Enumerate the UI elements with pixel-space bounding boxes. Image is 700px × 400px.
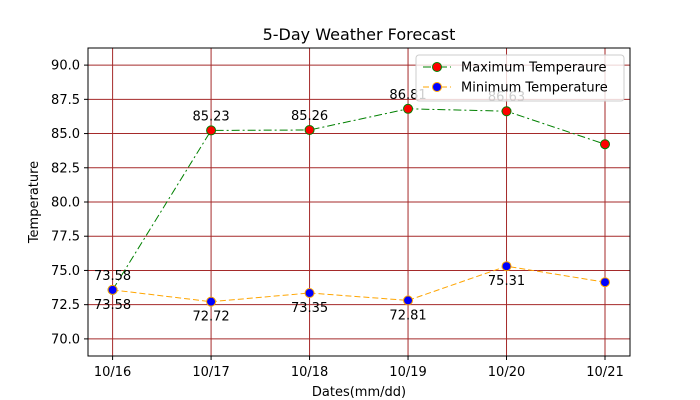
- x-tick-label: 10/17: [192, 365, 229, 380]
- data-label-min: 73.35: [291, 301, 328, 316]
- data-label-min: 75.31: [488, 274, 525, 289]
- data-label-extra: 73.58: [94, 269, 131, 284]
- x-tick-label: 10/21: [586, 365, 623, 380]
- x-axis-label: Dates(mm/dd): [312, 385, 406, 400]
- data-point-min: [304, 288, 315, 299]
- legend-label: Maximum Temperaure: [461, 61, 606, 76]
- legend-marker: [432, 62, 442, 72]
- data-point-min: [501, 261, 512, 272]
- y-tick-label: 87.5: [51, 93, 80, 108]
- data-label-min: 72.81: [389, 308, 426, 323]
- x-tick-label: 10/20: [488, 365, 525, 380]
- y-tick-label: 77.5: [51, 230, 80, 245]
- data-point-min: [107, 284, 118, 295]
- series-markers: [107, 103, 610, 307]
- x-axis-ticks: 10/16 10/17 10/18 10/19 10/20 10/21: [94, 356, 624, 380]
- data-point-max: [403, 103, 414, 114]
- series-lines: [112, 108, 606, 303]
- x-tick-label: 10/16: [94, 365, 131, 380]
- data-point-max: [600, 139, 610, 150]
- y-tick-label: 82.5: [51, 161, 80, 176]
- data-point-max: [304, 124, 315, 135]
- data-point-min: [403, 295, 414, 306]
- data-label-max: 85.23: [192, 109, 229, 124]
- legend-label: Minimum Temperature: [461, 81, 608, 96]
- y-tick-label: 75.0: [51, 264, 80, 279]
- x-tick-label: 10/19: [389, 365, 426, 380]
- x-tick-label: 10/18: [291, 365, 328, 380]
- grid-lines: [88, 48, 630, 356]
- series-line-min: [112, 265, 606, 303]
- y-axis-label: Temperature: [27, 161, 42, 244]
- y-tick-label: 90.0: [51, 59, 80, 74]
- y-tick-label: 85.0: [51, 127, 80, 142]
- legend-marker: [432, 82, 442, 92]
- y-axis-ticks: 70.0 72.5 75.0 77.5 80.0 82.5 85.0 87.5 90.0: [51, 59, 88, 347]
- legend-box: [415, 54, 625, 102]
- data-label-min: 73.58: [94, 298, 131, 313]
- y-tick-label: 80.0: [51, 196, 80, 211]
- data-point-min: [600, 277, 610, 288]
- data-point-max: [206, 125, 217, 136]
- data-point-max: [501, 106, 512, 117]
- data-label-max: 85.26: [291, 109, 328, 124]
- legend: Maximum Temperaure Minimum Temperature: [415, 54, 625, 102]
- series-line-max: [112, 108, 606, 291]
- y-tick-label: 72.5: [51, 298, 80, 313]
- data-label-min: 72.72: [192, 310, 229, 325]
- chart-title: 5-Day Weather Forecast: [263, 25, 456, 44]
- y-tick-label: 70.0: [51, 332, 80, 347]
- data-point-min: [206, 296, 217, 307]
